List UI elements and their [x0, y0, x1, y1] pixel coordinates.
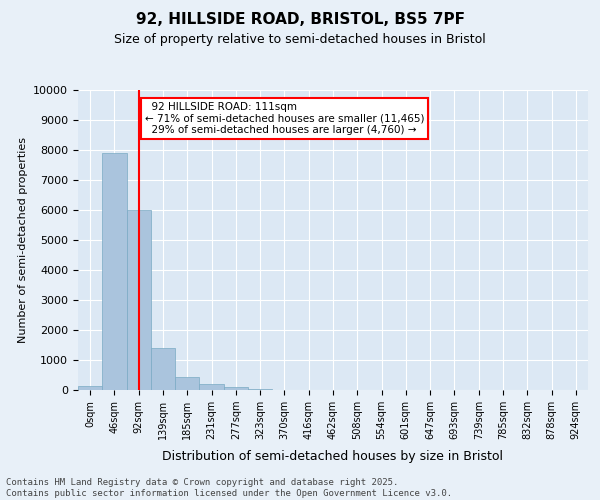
Bar	[78, 386, 102, 390]
Text: 92 HILLSIDE ROAD: 111sqm
← 71% of semi-detached houses are smaller (11,465)
  29: 92 HILLSIDE ROAD: 111sqm ← 71% of semi-d…	[145, 102, 424, 135]
Y-axis label: Number of semi-detached properties: Number of semi-detached properties	[18, 137, 28, 343]
Bar	[127, 210, 151, 390]
Bar	[248, 388, 272, 390]
Bar	[102, 153, 127, 390]
Bar	[151, 348, 175, 390]
X-axis label: Distribution of semi-detached houses by size in Bristol: Distribution of semi-detached houses by …	[163, 450, 503, 464]
Text: 92, HILLSIDE ROAD, BRISTOL, BS5 7PF: 92, HILLSIDE ROAD, BRISTOL, BS5 7PF	[136, 12, 464, 28]
Bar	[175, 376, 199, 390]
Text: Contains HM Land Registry data © Crown copyright and database right 2025.
Contai: Contains HM Land Registry data © Crown c…	[6, 478, 452, 498]
Bar	[199, 384, 224, 390]
Bar	[224, 387, 248, 390]
Text: Size of property relative to semi-detached houses in Bristol: Size of property relative to semi-detach…	[114, 32, 486, 46]
